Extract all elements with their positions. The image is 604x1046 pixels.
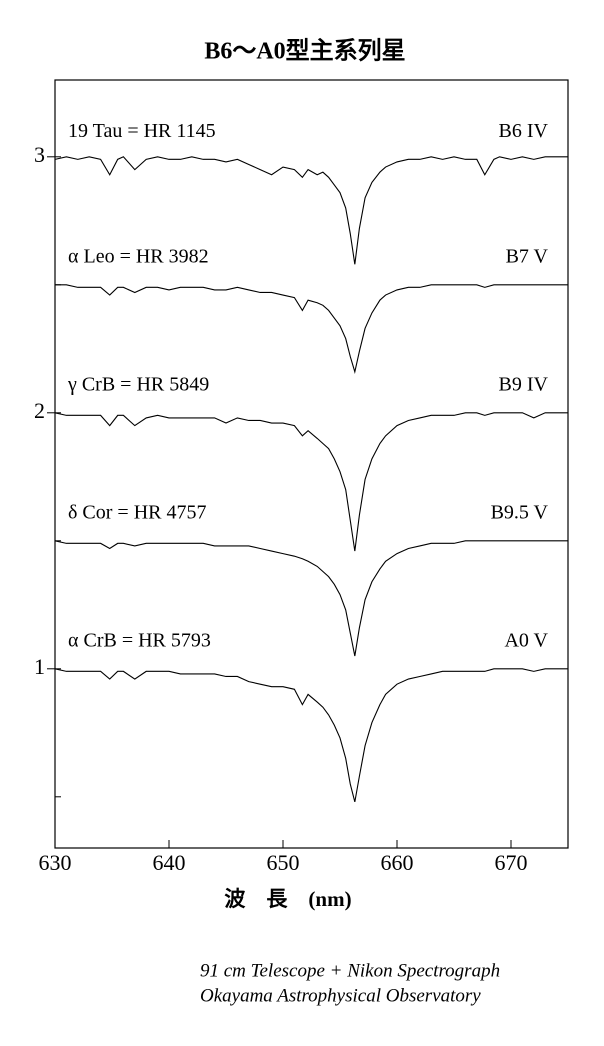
plot-frame — [54, 79, 569, 849]
x-tick-label: 630 — [39, 850, 72, 875]
chart-title: B6～A0型主系列星 — [204, 38, 405, 65]
star-label: δ Cor = HR 4757 — [68, 501, 207, 523]
spectral-type-label: A0 V — [504, 629, 548, 651]
star-label: 19 Tau = HR 1145 — [68, 120, 216, 142]
spectrum-line — [54, 668, 568, 803]
footer-line: 91 cm Telescope + Nikon Spectrograph — [200, 960, 500, 981]
x-tick-label: 650 — [267, 850, 300, 875]
spectrum-line — [54, 540, 568, 657]
y-tick-label: 2 — [34, 398, 45, 423]
star-label: α Leo = HR 3982 — [68, 245, 209, 267]
y-tick-label: 1 — [34, 654, 45, 679]
spectrum-line — [54, 156, 568, 265]
spectrum-line — [54, 412, 568, 552]
spectral-type-label: B9 IV — [499, 373, 549, 395]
x-tick-label: 660 — [381, 850, 414, 875]
spectral-type-label: B6 IV — [499, 120, 549, 142]
spectrum-line — [55, 284, 568, 375]
spectral-type-label: B7 V — [506, 245, 549, 267]
star-label: α CrB = HR 5793 — [68, 629, 211, 651]
star-label: γ CrB = HR 5849 — [67, 373, 209, 395]
x-tick-label: 670 — [495, 850, 528, 875]
footer-line: Okayama Astrophysical Observatory — [200, 985, 481, 1006]
spectral-type-label: B9.5 V — [491, 501, 549, 523]
x-tick-label: 640 — [153, 850, 186, 875]
y-tick-label: 3 — [34, 142, 45, 167]
x-axis-label: 波 長 (nm) — [224, 887, 351, 911]
